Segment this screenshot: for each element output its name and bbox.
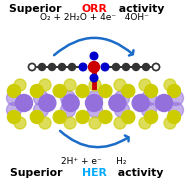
Circle shape [168,84,180,98]
Circle shape [8,84,20,98]
Circle shape [29,64,36,70]
Circle shape [86,94,102,112]
Circle shape [87,102,102,118]
Circle shape [39,117,51,129]
Text: ORR: ORR [82,4,108,14]
Text: HER: HER [82,168,107,178]
Circle shape [76,84,89,98]
Circle shape [64,79,76,91]
Circle shape [139,117,151,129]
Circle shape [29,64,36,70]
Circle shape [39,64,45,70]
Circle shape [122,111,135,123]
Circle shape [101,63,109,71]
Circle shape [15,94,33,112]
Text: O₂ + 2H₂O + 4e⁻   4OH⁻: O₂ + 2H₂O + 4e⁻ 4OH⁻ [39,13,149,22]
Circle shape [99,84,112,98]
Circle shape [152,64,159,70]
Circle shape [39,79,51,91]
Circle shape [168,102,183,118]
Circle shape [14,117,26,129]
Circle shape [64,117,76,129]
Text: activity: activity [115,4,164,14]
Circle shape [143,64,149,70]
Circle shape [112,64,120,70]
Circle shape [53,111,66,123]
Circle shape [99,111,112,123]
Circle shape [30,84,43,98]
Circle shape [76,111,89,123]
Text: 2H⁺ + e⁻     H₂: 2H⁺ + e⁻ H₂ [61,157,127,166]
Circle shape [14,79,26,91]
Circle shape [145,84,158,98]
Circle shape [61,102,76,118]
Circle shape [68,64,76,70]
Circle shape [8,111,20,123]
Circle shape [53,84,66,98]
Circle shape [89,79,101,91]
Circle shape [89,117,101,129]
Circle shape [133,64,139,70]
Circle shape [7,91,21,105]
Circle shape [152,64,159,70]
Circle shape [7,102,21,118]
Circle shape [132,94,149,112]
Circle shape [49,64,55,70]
Text: Superior: Superior [10,168,66,178]
Circle shape [33,102,49,118]
Circle shape [168,111,180,123]
Circle shape [109,94,126,112]
Circle shape [79,63,87,71]
Circle shape [33,91,49,105]
Circle shape [114,117,126,129]
Circle shape [168,91,183,105]
Circle shape [155,94,173,112]
Circle shape [39,94,56,112]
Circle shape [142,91,156,105]
Circle shape [142,102,156,118]
Circle shape [145,111,158,123]
Circle shape [87,91,102,105]
Circle shape [89,61,99,73]
Circle shape [122,84,135,98]
Circle shape [30,111,43,123]
Circle shape [123,64,130,70]
Text: activity: activity [114,168,164,178]
Circle shape [164,79,176,91]
Circle shape [139,79,151,91]
Circle shape [61,91,76,105]
Circle shape [114,79,126,91]
Circle shape [90,52,98,60]
Circle shape [114,91,130,105]
Text: Superior: Superior [9,4,65,14]
Circle shape [164,117,176,129]
Circle shape [62,94,79,112]
Circle shape [114,102,130,118]
Circle shape [90,74,98,82]
Circle shape [58,64,65,70]
